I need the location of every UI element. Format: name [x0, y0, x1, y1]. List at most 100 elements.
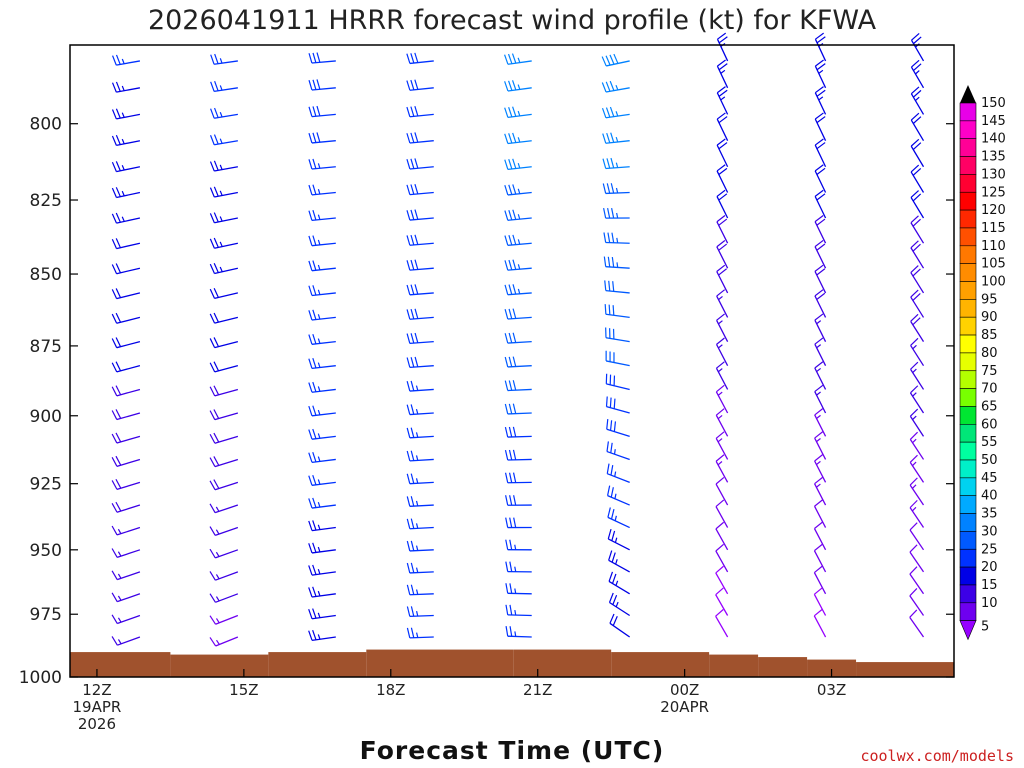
wind-barb	[209, 186, 238, 198]
surface-terrain	[70, 649, 954, 677]
wind-barb	[209, 263, 239, 275]
wind-barb	[909, 454, 925, 483]
wind-barb	[814, 313, 827, 342]
wind-barb	[505, 561, 532, 573]
wind-barb	[716, 289, 729, 318]
colorbar-label: 50	[981, 453, 998, 468]
wind-barb	[813, 521, 827, 551]
wind-barb	[505, 539, 532, 551]
colorbar-swatch	[959, 388, 977, 407]
wind-barb	[910, 313, 925, 343]
wind-barb	[308, 542, 336, 554]
wind-barb	[406, 562, 434, 574]
wind-barb	[716, 215, 729, 244]
wind-barb	[715, 609, 729, 638]
wind-barb	[909, 431, 925, 460]
wind-barb	[715, 499, 729, 528]
wind-barb	[716, 240, 729, 269]
colorbar-swatch	[959, 191, 977, 211]
wind-barb	[504, 426, 532, 438]
colorbar-label: 70	[981, 382, 998, 397]
wind-barb	[504, 184, 532, 196]
colorbar-swatch	[959, 263, 977, 282]
wind-barb	[111, 455, 141, 467]
wind-barb	[308, 79, 336, 91]
wind-barb	[813, 499, 827, 528]
wind-barb	[111, 187, 141, 199]
wind-barb	[716, 313, 729, 342]
wind-barb	[111, 636, 141, 646]
wind-barb	[308, 428, 336, 440]
wind-barb	[504, 332, 532, 344]
colorbar-swatch	[959, 459, 977, 479]
colorbar-swatch	[959, 334, 977, 354]
wind-barb	[604, 280, 630, 294]
wind-barb	[209, 409, 239, 421]
wind-barb	[605, 373, 630, 391]
wind-barb	[406, 132, 434, 144]
y-tick-label: 825	[30, 191, 62, 211]
wind-barb	[406, 183, 434, 196]
wind-barb	[406, 284, 434, 296]
wind-barb	[504, 403, 532, 415]
colorbar-label: 80	[981, 346, 998, 361]
wind-barb	[910, 190, 925, 219]
colorbar-swatch	[959, 495, 977, 514]
wind-barb	[814, 214, 827, 244]
wind-barb	[715, 587, 729, 616]
wind-barb	[504, 234, 532, 246]
wind-barb	[910, 32, 925, 62]
wind-barb	[605, 327, 630, 343]
wind-barb	[209, 526, 239, 536]
wind-barb	[111, 212, 141, 224]
wind-barb	[715, 476, 729, 506]
colorbar-swatch	[959, 531, 977, 550]
colorbar-swatch	[959, 120, 977, 139]
wind-barb	[308, 210, 336, 222]
wind-barb	[504, 209, 532, 221]
wind-barb	[716, 138, 729, 168]
wind-barb	[504, 308, 532, 320]
wind-barb	[909, 588, 925, 616]
wind-barb	[406, 540, 434, 552]
wind-barb	[813, 565, 827, 595]
y-tick-label: 975	[30, 605, 62, 625]
wind-barb	[716, 112, 729, 141]
colorbar-swatch	[959, 477, 977, 497]
colorbar-label: 140	[981, 132, 1006, 147]
wind-barb	[504, 132, 532, 145]
wind-barb	[406, 308, 434, 320]
wind-barb	[209, 312, 239, 324]
colorbar-label: 60	[981, 417, 998, 432]
x-tick-label: 03Z	[817, 681, 846, 699]
wind-barb	[308, 184, 336, 196]
wind-barb	[909, 566, 925, 595]
wind-barb	[715, 361, 729, 390]
colorbar-label: 90	[981, 310, 998, 325]
wind-barb	[504, 53, 532, 65]
wind-barb	[308, 260, 336, 272]
wind-barb	[210, 53, 238, 65]
wind-barb	[504, 158, 532, 171]
wind-barb	[909, 544, 925, 573]
surface-segment-7	[758, 657, 808, 677]
colorbar-swatch	[959, 441, 977, 461]
x-tick-label: 12Z	[82, 681, 111, 699]
colorbar-swatch	[959, 281, 977, 300]
wind-barb	[716, 32, 729, 62]
x-tick-label: 15Z	[229, 681, 258, 699]
wind-barb	[111, 409, 141, 421]
colorbar-label: 10	[981, 596, 998, 611]
plot-area	[69, 32, 955, 678]
wind-barb	[605, 396, 630, 414]
wind-barb	[111, 161, 141, 173]
y-tick-label: 925	[30, 475, 62, 495]
colorbar-label: 105	[981, 257, 1006, 272]
surface-segment-8	[807, 659, 857, 677]
wind-barb	[814, 337, 827, 366]
wind-barb	[111, 501, 141, 513]
wind-barb	[505, 517, 532, 529]
wind-barb	[606, 441, 630, 461]
wind-barb	[910, 215, 925, 244]
wind-barb	[406, 450, 434, 462]
